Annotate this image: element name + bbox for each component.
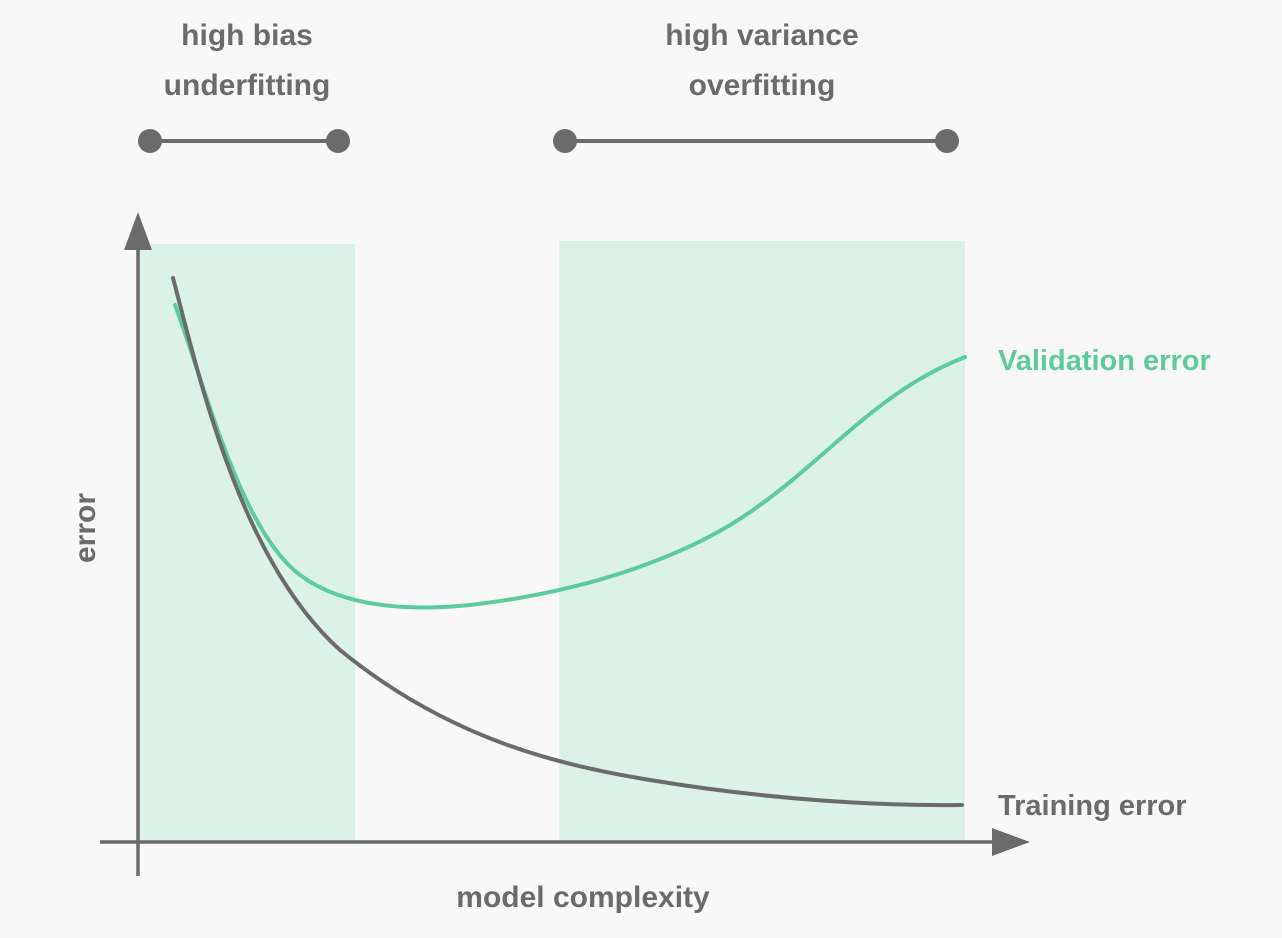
- bias-range-indicator: [138, 129, 350, 153]
- y-axis-label: error: [69, 493, 102, 563]
- high-variance-region: [559, 241, 965, 842]
- variance-range-indicator: [553, 129, 959, 153]
- high-variance-label: high variance: [665, 19, 858, 52]
- training-error-curve: [171, 276, 964, 808]
- y-axis-arrowhead: [124, 212, 152, 250]
- x-axis-arrowhead: [992, 828, 1030, 856]
- overfitting-label: overfitting: [689, 69, 836, 102]
- high-bias-label: high bias: [181, 19, 313, 52]
- validation-error-label: Validation error: [998, 345, 1211, 377]
- bias-range-start-dot: [138, 129, 162, 153]
- underfitting-label: underfitting: [164, 69, 331, 102]
- high-bias-region: [138, 244, 355, 842]
- bias-range-end-dot: [326, 129, 350, 153]
- x-axis-label: model complexity: [456, 881, 710, 914]
- variance-range-start-dot: [553, 129, 577, 153]
- validation-error-curve: [173, 303, 967, 610]
- variance-range-end-dot: [935, 129, 959, 153]
- training-error-label: Training error: [998, 790, 1187, 822]
